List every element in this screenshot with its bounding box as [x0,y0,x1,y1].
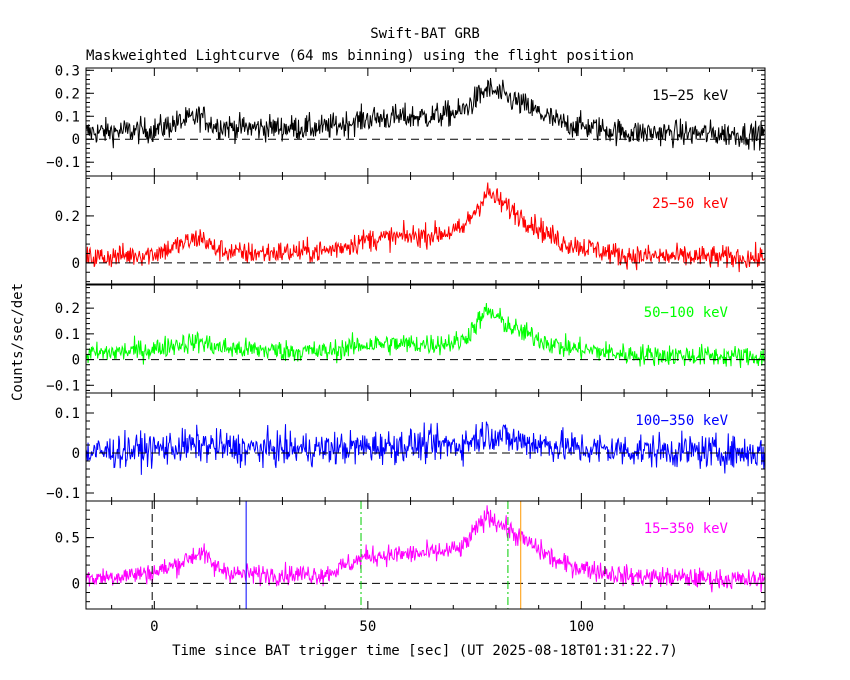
x-tick-label: 0 [150,619,158,635]
lightcurve-series [86,77,765,151]
band-label: 15−350 keV [644,521,729,537]
lightcurve-series [86,182,765,273]
y-tick-label: −0.1 [46,486,80,502]
panels-group: −0.1 0 0.1 0.2 0.3 15−25 keV 0 0.2 25−50 keV −0.1… [46,63,766,610]
y-tick-label: 0 [72,446,80,462]
y-tick-label: 0.2 [55,301,80,317]
panel-15-25-kev: −0.1 0 0.1 0.2 0.3 15−25 keV [46,63,766,177]
y-tick-label: 0.2 [55,86,80,102]
y-tick-label: 0 [72,132,80,148]
panel-frame [85,175,766,285]
y-tick-label: 0 [72,353,80,369]
band-label: 15−25 keV [652,88,728,104]
y-tick-label: −0.1 [46,155,80,171]
x-tick-label: 50 [359,619,376,635]
panel-50-100-kev: −0.1 0 0.1 0.2 50−100 keV [46,284,766,394]
y-tick-label: 0.2 [55,209,80,225]
y-tick-label: −0.1 [46,378,80,394]
panel-frame [85,284,766,394]
y-tick-label: 0.3 [55,63,80,79]
chart-title: Swift-BAT GRB [370,26,480,42]
x-tick-label: 100 [569,619,594,635]
y-tick-label: 0 [72,576,80,592]
panel-100-350-kev: −0.1 0 0.1 100−350 keV [46,392,766,502]
y-tick-label: 0.5 [55,531,80,547]
lightcurve-series [86,421,765,475]
chart-subtitle: Maskweighted Lightcurve (64 ms binning) … [86,48,634,64]
panel-frame [85,500,766,610]
y-tick-label: 0.1 [55,109,80,125]
x-axis: 0 50 100 [150,619,594,635]
band-label: 100−350 keV [635,413,728,429]
y-axis-label: Counts/sec/det [10,283,26,401]
panel-15-350-kev: 0 0.5 15−350 keV [55,500,766,610]
panel-25-50-kev: 0 0.2 25−50 keV [55,175,766,285]
y-tick-label: 0.1 [55,406,80,422]
lightcurve-series [86,505,765,593]
band-label: 25−50 keV [652,196,728,212]
y-tick-label: 0 [72,256,80,272]
x-axis-label: Time since BAT trigger time [sec] (UT 20… [172,643,678,659]
band-label: 50−100 keV [644,305,729,321]
lightcurve-series [86,303,765,368]
y-tick-label: 0.1 [55,327,80,343]
